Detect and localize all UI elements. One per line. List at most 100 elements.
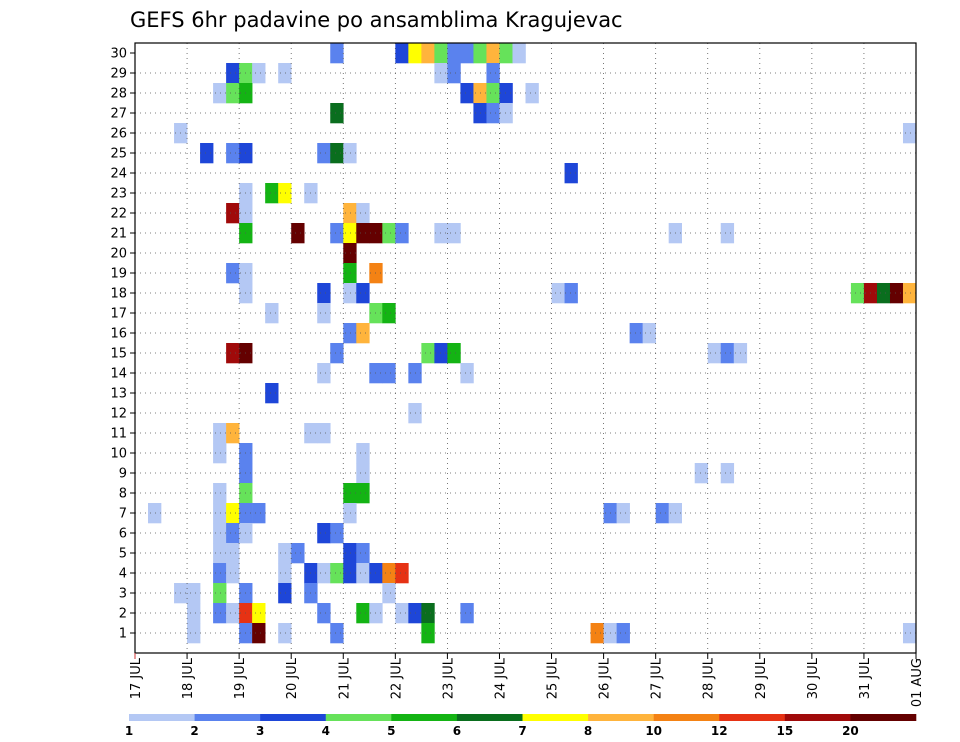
heatmap-cell — [356, 323, 370, 344]
y-tick-label: 6 — [119, 527, 127, 542]
heatmap-cell — [850, 283, 865, 304]
heatmap-cell — [330, 563, 344, 584]
x-tick-label: 22 JUL — [389, 657, 404, 699]
heatmap-cells — [148, 43, 917, 644]
y-tick-label: 5 — [119, 547, 127, 562]
heatmap-cell — [278, 623, 292, 644]
heatmap-cell — [499, 83, 513, 104]
heatmap-cell — [616, 503, 630, 524]
heatmap-cell — [408, 43, 422, 64]
heatmap-cell — [642, 323, 656, 344]
chart-title: GEFS 6hr padavine po ansamblima Kragujev… — [130, 8, 623, 32]
heatmap-cell — [460, 603, 474, 624]
colorbar-swatch — [391, 714, 458, 721]
heatmap-cell — [356, 463, 370, 484]
x-tick-label: 30 JUL — [806, 657, 821, 699]
heatmap-cell — [486, 63, 500, 84]
x-tick-label: 21 JUL — [337, 657, 352, 699]
colorbar-label: 8 — [584, 724, 592, 738]
y-tick-label: 7 — [119, 507, 127, 522]
x-tick-label: 29 JUL — [754, 657, 769, 699]
heatmap-cell — [447, 343, 461, 364]
heatmap-cell — [395, 223, 409, 244]
heatmap-cell — [317, 363, 331, 384]
heatmap-cell — [434, 343, 448, 364]
x-tick-label: 01 AUG — [910, 658, 925, 707]
x-tick-label: 19 JUL — [233, 657, 248, 699]
heatmap-cell — [460, 363, 474, 384]
heatmap-cell — [213, 523, 227, 544]
heatmap-cell — [460, 43, 474, 64]
colorbar: 1 2 3 4 5 6 7 8 10 12 15 20 — [125, 714, 917, 738]
heatmap-cell — [421, 43, 435, 64]
colorbar-label: 5 — [387, 724, 395, 738]
heatmap-cell — [213, 423, 227, 444]
y-tick-label: 2 — [119, 607, 127, 622]
heatmap-cell — [265, 183, 279, 204]
colorbar-label: 12 — [711, 724, 728, 738]
heatmap-cell — [356, 203, 370, 224]
heatmap-cell — [486, 43, 500, 64]
plot-frame — [134, 42, 917, 654]
colorbar-swatch — [129, 714, 195, 721]
heatmap-cell — [395, 43, 409, 64]
heatmap-cell — [499, 43, 513, 64]
heatmap-cell — [226, 563, 240, 584]
y-axis: 1234567891011121314151617181920212223242… — [110, 47, 135, 642]
heatmap-cell — [486, 83, 500, 104]
y-tick-label: 14 — [110, 367, 127, 382]
y-tick-label: 19 — [110, 267, 127, 282]
heatmap-cell — [356, 223, 370, 244]
heatmap-cell — [317, 523, 331, 544]
colorbar-label: 10 — [645, 724, 662, 738]
colorbar-label: 4 — [322, 724, 330, 738]
heatmap-cell — [707, 343, 722, 364]
heatmap-cell — [564, 283, 578, 304]
heatmap-cell — [421, 343, 435, 364]
heatmap-cell — [551, 283, 565, 304]
heatmap-cell — [330, 343, 344, 364]
y-tick-label: 1 — [119, 627, 127, 642]
heatmap-cell — [421, 603, 435, 624]
heatmap-cell — [330, 523, 344, 544]
colorbar-swatch — [653, 714, 720, 721]
heatmap-cell — [291, 223, 305, 244]
heatmap-cell — [187, 623, 201, 644]
colorbar-label: 1 — [125, 724, 133, 738]
heatmap-cell — [187, 603, 201, 624]
heatmap-cell — [395, 563, 409, 584]
heatmap-cell — [512, 43, 526, 64]
y-tick-label: 25 — [110, 147, 127, 162]
x-tick-label: 28 JUL — [702, 657, 717, 699]
colorbar-label: 6 — [453, 724, 461, 738]
heatmap-cell — [486, 103, 500, 124]
heatmap-cell — [226, 203, 240, 224]
colorbar-swatch — [194, 714, 261, 721]
heatmap-cell — [720, 223, 735, 244]
y-tick-label: 16 — [110, 327, 127, 342]
heatmap-cell — [330, 103, 344, 124]
y-tick-label: 11 — [110, 427, 127, 442]
x-tick-label: 18 JUL — [181, 657, 196, 699]
x-tick-label: 26 JUL — [598, 657, 613, 699]
colorbar-swatch — [260, 714, 327, 721]
heatmap-cell — [330, 43, 344, 64]
heatmap-cell — [434, 43, 448, 64]
y-tick-label: 17 — [110, 307, 127, 322]
colorbar-label: 15 — [776, 724, 793, 738]
x-tick-label: 20 JUL — [285, 657, 300, 699]
x-tick-label: 31 JUL — [858, 657, 873, 699]
heatmap-cell — [317, 283, 331, 304]
heatmap-cell — [226, 523, 240, 544]
x-tick-label: 24 JUL — [493, 657, 508, 699]
y-tick-label: 9 — [119, 467, 127, 482]
y-tick-label: 29 — [110, 67, 127, 82]
heatmap-cell — [434, 223, 448, 244]
heatmap-cell — [447, 63, 461, 84]
y-tick-label: 28 — [110, 87, 127, 102]
heatmap-cell — [343, 243, 357, 264]
heatmap-cell — [356, 443, 370, 464]
heatmap-cell — [343, 323, 357, 344]
heatmap-cell — [564, 163, 578, 184]
